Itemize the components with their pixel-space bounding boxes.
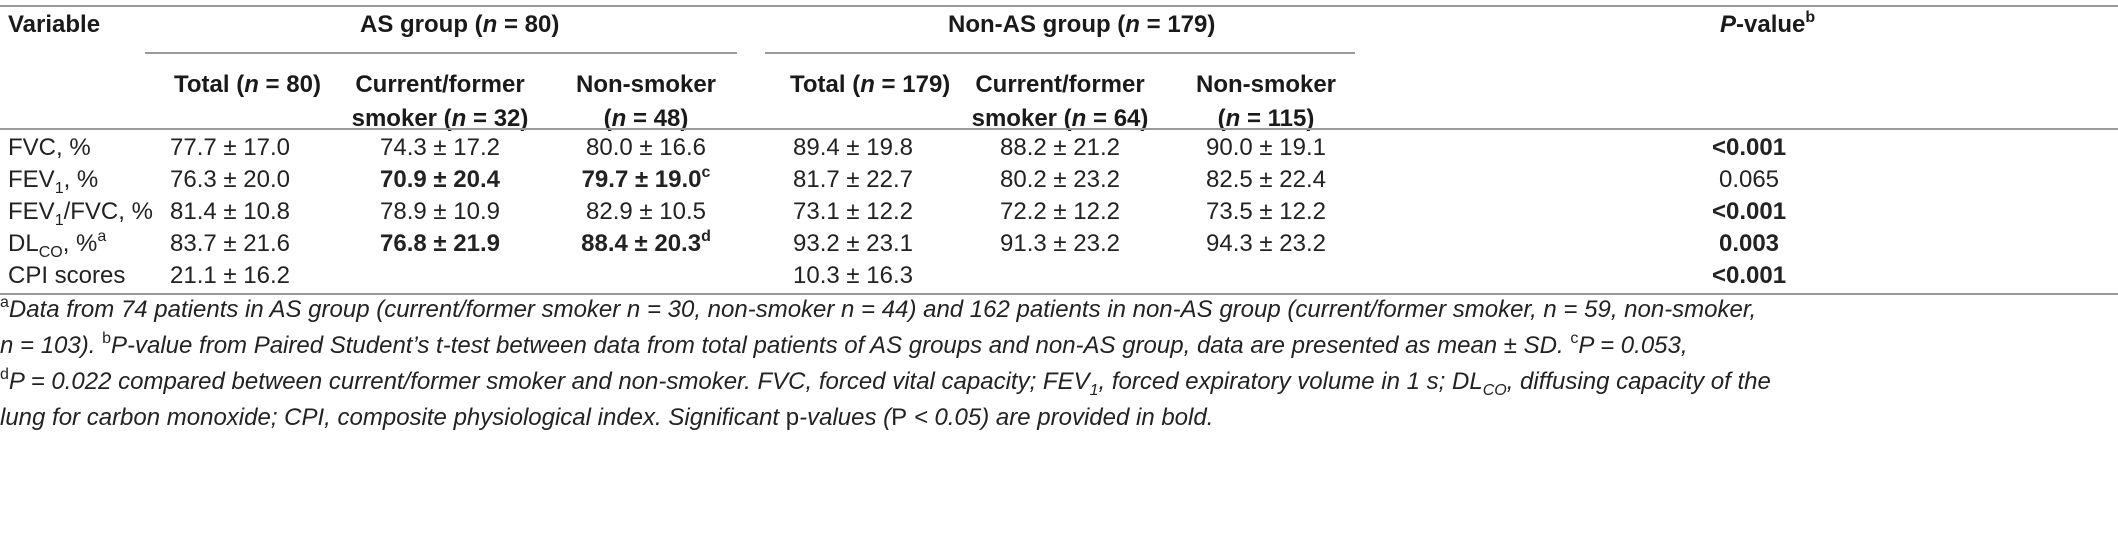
table-top-rule xyxy=(0,5,2118,7)
cell-fev1-as-total: 76.3 ± 20.0 xyxy=(170,166,290,193)
footnote-line-3: dP = 0.022 compared between current/form… xyxy=(0,366,1771,399)
table-bottom-rule xyxy=(0,293,2118,295)
nonas-group-rule xyxy=(765,52,1355,54)
cell-dlco-nonas-nonsmoker: 94.3 ± 23.2 xyxy=(1206,230,1326,257)
row-label-cpi: CPI scores xyxy=(8,262,126,289)
cell-fev1fvc-as-total: 81.4 ± 10.8 xyxy=(170,198,290,225)
cell-fev1-nonas-nonsmoker: 82.5 ± 22.4 xyxy=(1206,166,1326,193)
cell-fev1-as-nonsmoker: 79.7 ± 19.0c xyxy=(581,164,711,193)
subheader-as-total: Total (n = 80) xyxy=(174,71,321,98)
cell-fev1fvc-as-nonsmoker: 82.9 ± 10.5 xyxy=(586,198,706,225)
cell-fvc-nonas-nonsmoker: 90.0 ± 19.1 xyxy=(1206,134,1326,161)
cell-dlco-as-nonsmoker: 88.4 ± 20.3d xyxy=(581,228,711,257)
cell-fvc-as-nonsmoker: 80.0 ± 16.6 xyxy=(586,134,706,161)
subheader-nonas-nonsmoker: Non-smoker (n = 115) xyxy=(1195,71,1337,132)
cell-cpi-pvalue: <0.001 xyxy=(1711,262,1787,289)
cell-fev1-nonas-smoker: 80.2 ± 23.2 xyxy=(1000,166,1120,193)
subheader-as-smoker: Current/former smoker (n = 32) xyxy=(351,71,529,132)
header-pvalue: P-valueb xyxy=(1720,9,1816,38)
footnote-line-1: aData from 74 patients in AS group (curr… xyxy=(0,294,1757,323)
table-footnotes: aData from 74 patients in AS group (curr… xyxy=(0,293,2118,434)
cell-fev1fvc-nonas-total: 73.1 ± 12.2 xyxy=(793,198,913,225)
row-label-fev1: FEV1, % xyxy=(8,166,99,197)
cell-dlco-pvalue: 0.003 xyxy=(1718,230,1780,257)
cell-fev1fvc-pvalue: <0.001 xyxy=(1711,198,1787,225)
header-bottom-rule xyxy=(0,128,2118,130)
cell-fvc-as-total: 77.7 ± 17.0 xyxy=(170,134,290,161)
cell-dlco-as-total: 83.7 ± 21.6 xyxy=(170,230,290,257)
cell-dlco-as-smoker: 76.8 ± 21.9 xyxy=(380,230,500,257)
cell-cpi-nonas-total: 10.3 ± 16.3 xyxy=(793,262,913,289)
row-label-fvc: FVC, % xyxy=(8,134,91,161)
as-group-rule xyxy=(145,52,737,54)
cell-fev1-pvalue: 0.065 xyxy=(1718,166,1780,193)
cell-dlco-nonas-total: 93.2 ± 23.1 xyxy=(793,230,913,257)
header-nonas-group: Non-AS group (n = 179) xyxy=(948,11,1216,38)
footnote-line-2: n = 103). bP-value from Paired Student’s… xyxy=(0,330,1688,359)
row-label-dlco: DLCO, %a xyxy=(8,228,107,261)
cell-fev1-nonas-total: 81.7 ± 22.7 xyxy=(793,166,913,193)
subheader-as-nonsmoker: Non-smoker (n = 48) xyxy=(575,71,717,132)
cell-fev1fvc-as-smoker: 78.9 ± 10.9 xyxy=(380,198,500,225)
footnote-line-4: lung for carbon monoxide; CPI, composite… xyxy=(0,404,1214,431)
subheader-nonas-smoker: Current/former smoker (n = 64) xyxy=(971,71,1149,132)
header-variable: Variable xyxy=(8,11,101,38)
cell-fvc-nonas-smoker: 88.2 ± 21.2 xyxy=(1000,134,1120,161)
cell-dlco-nonas-smoker: 91.3 ± 23.2 xyxy=(1000,230,1120,257)
row-label-fev1-fvc: FEV1/FVC, % xyxy=(8,198,153,229)
cell-fvc-pvalue: <0.001 xyxy=(1711,134,1787,161)
cell-fev1fvc-nonas-smoker: 72.2 ± 12.2 xyxy=(1000,198,1120,225)
cell-fev1fvc-nonas-nonsmoker: 73.5 ± 12.2 xyxy=(1206,198,1326,225)
header-as-group: AS group (n = 80) xyxy=(360,11,560,38)
cell-fvc-nonas-total: 89.4 ± 19.8 xyxy=(793,134,913,161)
subheader-nonas-total: Total (n = 179) xyxy=(790,71,951,98)
cell-fvc-as-smoker: 74.3 ± 17.2 xyxy=(380,134,500,161)
cell-fev1-as-smoker: 70.9 ± 20.4 xyxy=(380,166,500,193)
cell-cpi-as-total: 21.1 ± 16.2 xyxy=(170,262,290,289)
